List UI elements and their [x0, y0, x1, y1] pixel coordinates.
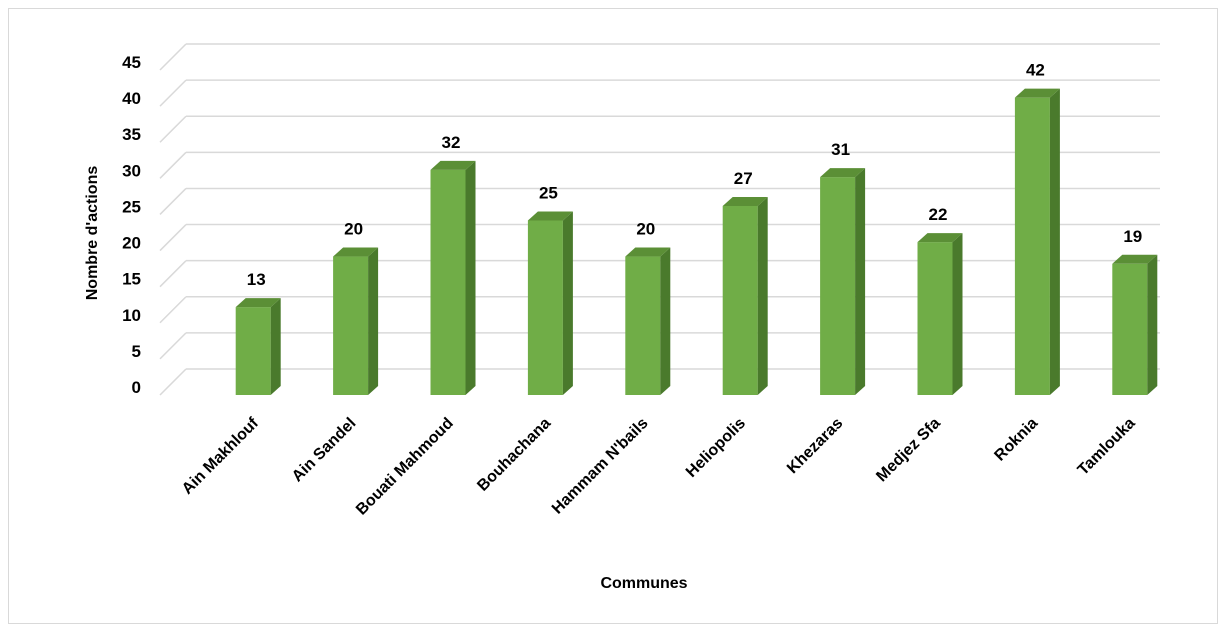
gridline-depth	[159, 296, 187, 324]
bar-top	[527, 211, 573, 221]
x-category-label: Heliopolis	[683, 415, 749, 481]
x-category-label: Ain Sandel	[289, 415, 359, 485]
y-axis-ticks: 0 5 10 15 20 25 30 35 40 45	[122, 53, 141, 397]
bar-side	[952, 233, 963, 395]
bar-top	[1112, 254, 1158, 264]
bar-top	[235, 298, 281, 308]
data-label: 19	[1123, 227, 1142, 246]
data-labels: 13 20 32 25 20 27 31 22 42 19	[247, 61, 1143, 289]
bars	[235, 88, 1158, 396]
gridline-depth	[159, 151, 187, 179]
x-category-label: Medjez Sfa	[873, 415, 944, 486]
data-label: 20	[636, 220, 655, 239]
data-label: 13	[247, 270, 266, 289]
x-category-label: Hammam N'bails	[549, 415, 652, 518]
y-tick-label: 10	[122, 306, 141, 325]
x-category-label: Tamlouka	[1075, 415, 1139, 479]
bar-top	[1014, 88, 1060, 98]
data-label: 32	[442, 133, 461, 152]
gridline-depth	[159, 260, 187, 288]
y-tick-label: 30	[122, 161, 141, 180]
x-axis-title: Communes	[600, 575, 687, 592]
bar-side	[368, 247, 379, 395]
y-tick-label: 45	[122, 53, 141, 72]
bar-top	[722, 197, 768, 206]
bar	[333, 256, 369, 395]
y-tick-label: 20	[122, 234, 141, 253]
x-category-label: Khezaras	[784, 415, 846, 477]
bar	[430, 169, 466, 395]
bar	[235, 307, 271, 395]
bar	[625, 256, 661, 395]
bar	[1112, 263, 1148, 395]
gridline-depth	[159, 332, 187, 360]
x-category-label: Bouati Mahmoud	[353, 415, 457, 519]
bar	[820, 177, 856, 395]
gridline-depth	[159, 187, 187, 215]
y-tick-label: 15	[122, 270, 141, 289]
bar-top	[820, 168, 866, 178]
x-category-label: Roknia	[991, 415, 1041, 465]
data-label: 42	[1026, 61, 1045, 80]
x-category-label: Bouhachana	[474, 415, 554, 495]
data-label: 25	[539, 183, 558, 202]
y-tick-label: 35	[122, 125, 141, 144]
data-label: 27	[734, 169, 753, 188]
bar	[1014, 97, 1050, 396]
bar	[527, 220, 563, 395]
bar-side	[757, 197, 768, 395]
bar-side	[465, 160, 476, 395]
bar-top	[917, 233, 963, 243]
data-label: 22	[929, 205, 948, 224]
bar	[722, 206, 758, 395]
gridline-depth	[159, 368, 187, 396]
y-tick-label: 25	[122, 197, 141, 216]
gridline-depth	[159, 115, 187, 143]
bar-side	[660, 247, 671, 395]
data-label: 31	[831, 140, 850, 159]
y-tick-label: 5	[132, 342, 141, 361]
gridline-depth	[159, 224, 187, 252]
y-tick-label: 40	[122, 89, 141, 108]
y-tick-label: 0	[132, 378, 141, 397]
bar-side	[855, 168, 866, 395]
bar-top	[333, 247, 379, 257]
gridline-depth	[159, 43, 187, 71]
bar-top	[625, 247, 671, 257]
bar-top	[430, 160, 476, 170]
bar-side	[270, 298, 281, 395]
data-label: 20	[344, 220, 363, 239]
bar-side	[1049, 88, 1060, 396]
gridline-depth	[159, 79, 187, 107]
y-axis-title: Nombre d'actions	[84, 166, 101, 301]
bar-side	[1147, 254, 1158, 395]
x-category-label: Ain Makhlouf	[179, 414, 263, 498]
bar-side	[562, 211, 573, 395]
bar	[917, 242, 953, 395]
